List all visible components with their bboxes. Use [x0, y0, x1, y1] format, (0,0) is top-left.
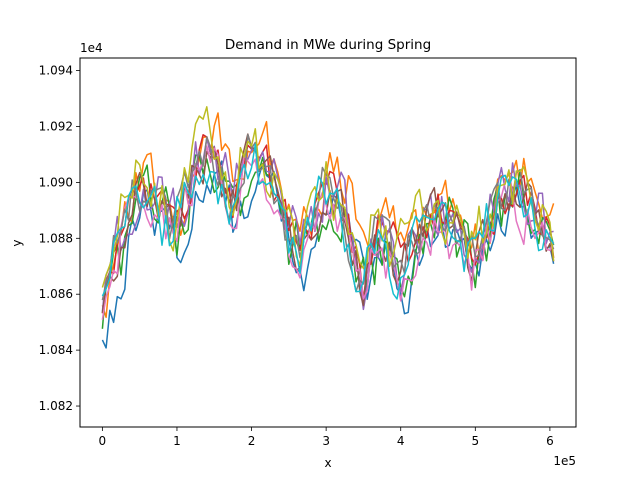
x-tick-label: 6	[546, 434, 554, 448]
series-layer	[101, 106, 555, 349]
chart-title: Demand in MWe during Spring	[225, 37, 431, 53]
y-axis-ticks: 1.082 1.084 1.086 1.088 1.090 1.092 1.094	[39, 64, 80, 413]
x-axis-ticks: 0 1 2 3 4 5 6	[99, 427, 554, 448]
y-tick-label: 1.088	[39, 231, 73, 245]
y-tick-label: 1.082	[39, 399, 73, 413]
x-tick-label: 4	[397, 434, 405, 448]
y-tick-label: 1.092	[39, 119, 73, 133]
plot-frame	[79, 57, 577, 428]
y-axis-label: y	[10, 239, 24, 246]
series-line-7	[101, 145, 555, 320]
y-tick-label: 1.090	[39, 175, 73, 189]
x-tick-label: 1	[173, 434, 181, 448]
x-tick-label: 3	[322, 434, 330, 448]
series-line-5	[101, 137, 554, 312]
series-line-3	[101, 154, 555, 329]
y-offset-text: 1e4	[80, 41, 103, 55]
x-offset-text: 1e5	[553, 454, 576, 468]
x-tick-label: 2	[248, 434, 256, 448]
series-line-10	[101, 143, 555, 300]
x-tick-label: 0	[99, 434, 107, 448]
series-line-9	[101, 106, 555, 288]
x-axis-label: x	[324, 456, 331, 470]
y-tick-label: 1.086	[39, 287, 73, 301]
x-tick-label: 5	[471, 434, 479, 448]
y-tick-label: 1.094	[39, 64, 73, 78]
y-tick-label: 1.084	[39, 343, 73, 357]
